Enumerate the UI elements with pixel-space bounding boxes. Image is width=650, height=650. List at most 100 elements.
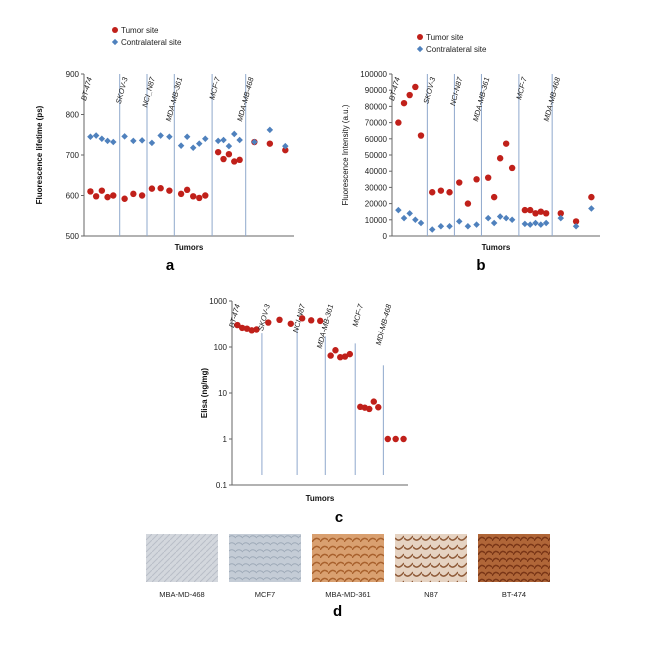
chart-panel-b: 0 10000 20000 30000 40000 50000 60000 70000 8000… — [341, 33, 600, 274]
contralateral-site-point — [138, 137, 146, 144]
tumor-site-point — [236, 156, 243, 164]
tumor-site-point — [265, 319, 272, 326]
tumor-site-point — [130, 190, 137, 198]
legend-marker-contralateral-site — [416, 45, 424, 53]
y-tick-label: 600 — [66, 192, 80, 201]
category-label: MDA-MB-361 — [164, 76, 184, 122]
histology-texture — [312, 534, 384, 582]
histology-caption: MCF7 — [254, 590, 276, 599]
tumor-site-point — [346, 350, 354, 358]
y-tick-label: 40000 — [365, 167, 388, 176]
contralateral-site-point — [121, 133, 128, 140]
tumor-site-point — [104, 193, 111, 201]
contralateral-site-point — [395, 206, 402, 214]
y-tick-label: 50000 — [365, 151, 388, 160]
category-label: MDA-MB-468 — [542, 75, 563, 122]
legend-marker-tumor-site — [112, 27, 118, 33]
histology-image — [146, 534, 218, 582]
tumor-site-point — [87, 188, 94, 195]
category-label: NCI_N87 — [140, 75, 157, 108]
tumor-site-point — [177, 190, 185, 198]
category-label: MDA-MB-468 — [235, 75, 256, 122]
panel-label: b — [476, 257, 485, 274]
y-tick-label: 10 — [218, 389, 227, 398]
tumor-site-point — [392, 435, 399, 443]
histology-caption: MBA-MD-468 — [159, 590, 205, 599]
contralateral-site-point — [464, 223, 472, 230]
tumor-site-point — [238, 324, 246, 332]
tumor-site-point — [138, 192, 146, 199]
tumor-site-point — [148, 185, 156, 192]
tumor-site-point — [157, 185, 164, 192]
tumor-site-point — [121, 195, 128, 202]
contralateral-site-point — [428, 226, 436, 233]
contralateral-site-point — [177, 142, 185, 149]
tumor-site-point — [234, 321, 241, 329]
tumor-site-point — [572, 218, 580, 225]
legend-label: Tumor site — [426, 33, 464, 42]
y-tick-label: 700 — [66, 151, 80, 160]
category-label: MDA-MB-361 — [315, 303, 335, 349]
y-tick-label: 100000 — [360, 70, 387, 79]
histology-texture — [146, 534, 218, 582]
tumor-site-point — [437, 187, 445, 194]
tumor-site-point — [496, 155, 504, 162]
contralateral-site-point — [542, 219, 550, 227]
category-label: SKOV-3 — [256, 302, 272, 331]
tumor-site-point — [225, 150, 233, 158]
y-tick-label: 800 — [66, 111, 80, 120]
tumor-site-point — [190, 193, 197, 200]
tumor-site-point — [98, 187, 106, 194]
contralateral-site-point — [104, 137, 111, 145]
tumor-site-point — [521, 206, 529, 214]
contralateral-site-point — [588, 205, 595, 212]
tumor-site-point — [166, 187, 173, 194]
contralateral-site-point — [484, 214, 492, 222]
contralateral-site-point — [508, 216, 516, 224]
category-label: SKOV-3 — [114, 75, 130, 104]
tumor-site-point — [92, 193, 100, 200]
y-tick-label: 0 — [383, 232, 388, 241]
tumor-site-point — [473, 176, 480, 183]
contralateral-site-point — [98, 135, 106, 143]
contralateral-site-point — [195, 140, 203, 147]
tumor-site-point — [110, 192, 117, 199]
y-axis-label: Fluorescence lifetime (ps) — [35, 105, 44, 204]
contralateral-site-point — [496, 213, 504, 220]
category-label: BT-474 — [387, 76, 402, 101]
panel-label-d: d — [333, 603, 343, 620]
y-tick-label: 1000 — [209, 297, 227, 306]
tumor-site-point — [332, 347, 339, 354]
tumor-site-point — [287, 320, 294, 327]
tumor-site-point — [183, 186, 191, 194]
histology-image — [478, 534, 550, 582]
contralateral-site-point — [148, 139, 156, 147]
contralateral-site-point — [157, 132, 164, 139]
legend-label: Tumor site — [121, 26, 159, 35]
contralateral-site-point — [266, 126, 274, 134]
tumor-site-point — [464, 200, 472, 207]
category-label: BT-474 — [79, 76, 94, 101]
y-tick-label: 1 — [223, 435, 228, 444]
tumor-site-point — [502, 140, 510, 147]
category-label: SKOV-3 — [422, 75, 438, 104]
tumor-site-point — [253, 326, 260, 333]
histology-image — [395, 534, 467, 582]
contralateral-site-point — [166, 133, 173, 141]
panel-label: a — [166, 257, 175, 274]
histology-image — [229, 534, 301, 582]
contralateral-site-point — [282, 142, 289, 150]
histology-texture — [395, 534, 467, 582]
histology-texture — [229, 534, 301, 582]
contralateral-site-point — [183, 133, 191, 141]
histology-caption: BT-474 — [501, 590, 527, 599]
tumor-site-point — [406, 91, 413, 99]
histology-caption: MBA-MD-361 — [325, 590, 371, 599]
contralateral-site-point — [110, 138, 117, 146]
contralateral-site-point — [537, 221, 545, 228]
chart-panel-a: 500 600 700 800 900 Fluorescence lifetime (ps… — [35, 26, 294, 274]
y-axis-label: Fluorescence Intensity (a.u.) — [341, 104, 350, 205]
contralateral-site-point — [189, 144, 197, 151]
